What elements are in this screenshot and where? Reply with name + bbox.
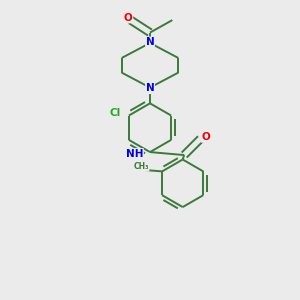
Text: N: N: [146, 83, 154, 94]
Text: O: O: [202, 132, 210, 142]
Text: Cl: Cl: [109, 108, 120, 118]
Text: CH₃: CH₃: [134, 162, 149, 171]
Text: NH: NH: [126, 148, 143, 159]
Text: O: O: [124, 13, 133, 23]
Text: N: N: [146, 37, 154, 47]
